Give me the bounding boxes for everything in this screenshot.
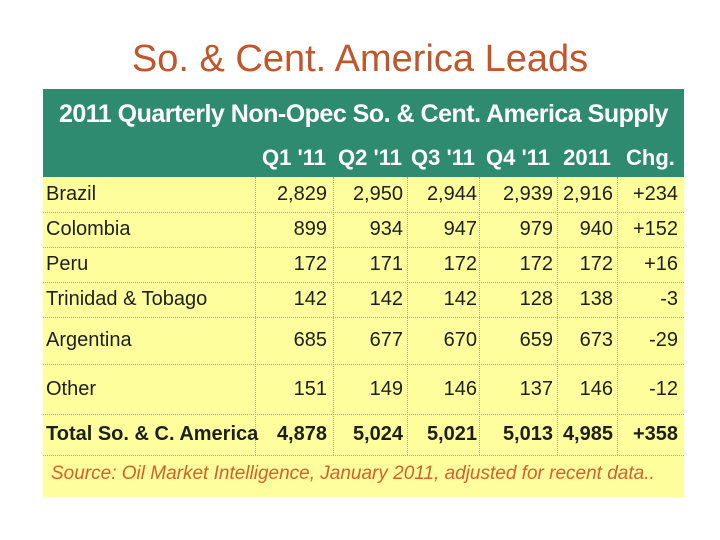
value-q3: 142: [443, 288, 477, 310]
value-year: 673: [579, 329, 613, 351]
column-header-q3: Q3 '11: [411, 145, 475, 170]
supply-table: 2011 Quarterly Non-Opec So. & Cent. Amer…: [43, 89, 684, 497]
value-q4: 659: [519, 329, 553, 351]
value-change: -3: [660, 288, 678, 310]
table-row-trinidad: Trinidad & Tobago 142 142 142 128 138 -3: [43, 282, 684, 318]
column-divider: [407, 177, 408, 455]
value-year: 2,916: [562, 183, 613, 205]
value-year: 4,985: [562, 423, 613, 445]
row-label: Trinidad & Tobago: [46, 288, 208, 310]
column-header-q4: Q4 '11: [486, 145, 550, 170]
value-q1: 151: [293, 377, 327, 400]
value-q4: 128: [519, 288, 553, 310]
value-q2: 149: [369, 377, 403, 400]
value-year: 172: [579, 253, 613, 275]
value-change: +358: [632, 423, 678, 445]
table-row-argentina: Argentina 685 677 670 659 673 -29: [43, 317, 684, 365]
value-q3: 670: [443, 329, 477, 351]
row-label: Brazil: [46, 183, 97, 205]
column-header-q1: Q1 '11: [262, 145, 326, 170]
value-change: +16: [644, 253, 678, 275]
value-q3: 5,021: [426, 423, 477, 445]
value-q4: 2,939: [502, 183, 553, 205]
table-row-brazil: Brazil 2,829 2,950 2,944 2,939 2,916 +23…: [43, 177, 684, 213]
table-row-colombia: Colombia 899 934 947 979 940 +152: [43, 212, 684, 248]
value-q4: 137: [519, 377, 553, 400]
value-change: -12: [649, 377, 678, 400]
value-q2: 934: [369, 218, 403, 240]
table-header: 2011 Quarterly Non-Opec So. & Cent. Amer…: [43, 89, 684, 177]
value-q1: 142: [293, 288, 327, 310]
slide-title: So. & Cent. America Leads: [131, 38, 589, 80]
column-divider: [333, 177, 334, 455]
table-title: 2011 Quarterly Non-Opec So. & Cent. Amer…: [59, 100, 668, 128]
value-change: +234: [632, 183, 678, 205]
value-q4: 979: [519, 218, 553, 240]
source-note: Source: Oil Market Intelligence, January…: [43, 455, 684, 491]
value-change: +152: [632, 218, 678, 240]
value-q1: 899: [293, 218, 327, 240]
value-q1: 685: [293, 329, 327, 351]
row-label: Argentina: [46, 329, 132, 351]
value-q1: 4,878: [276, 423, 327, 445]
value-q4: 172: [519, 253, 553, 275]
column-divider: [557, 177, 558, 455]
row-label: Other: [46, 377, 97, 400]
table-row-total: Total So. & C. America 4,878 5,024 5,021…: [43, 414, 684, 455]
value-change: -29: [649, 329, 678, 351]
value-q3: 172: [443, 253, 477, 275]
table-body: Brazil 2,829 2,950 2,944 2,939 2,916 +23…: [43, 177, 684, 455]
column-divider: [479, 177, 480, 455]
table-row-other: Other 151 149 146 137 146 -12: [43, 364, 684, 415]
value-year: 146: [579, 377, 613, 400]
value-q4: 5,013: [502, 423, 553, 445]
value-year: 138: [579, 288, 613, 310]
value-q1: 2,829: [276, 183, 327, 205]
table-row-peru: Peru 172 171 172 172 172 +16: [43, 247, 684, 283]
row-label: Peru: [46, 253, 89, 275]
value-q1: 172: [293, 253, 327, 275]
value-q3: 947: [443, 218, 477, 240]
value-q3: 2,944: [426, 183, 477, 205]
value-q2: 2,950: [352, 183, 403, 205]
column-divider: [617, 177, 618, 455]
row-label: Total So. & C. America: [46, 423, 259, 445]
value-q3: 146: [443, 377, 477, 400]
value-q2: 142: [369, 288, 403, 310]
column-header-q2: Q2 '11: [338, 145, 402, 170]
value-q2: 677: [369, 329, 403, 351]
value-q2: 5,024: [352, 423, 403, 445]
value-year: 940: [579, 218, 613, 240]
row-label: Colombia: [46, 218, 131, 240]
value-q2: 171: [369, 253, 403, 275]
column-divider: [255, 177, 256, 455]
column-header-year: 2011: [563, 145, 611, 170]
column-header-change: Chg.: [626, 145, 675, 170]
